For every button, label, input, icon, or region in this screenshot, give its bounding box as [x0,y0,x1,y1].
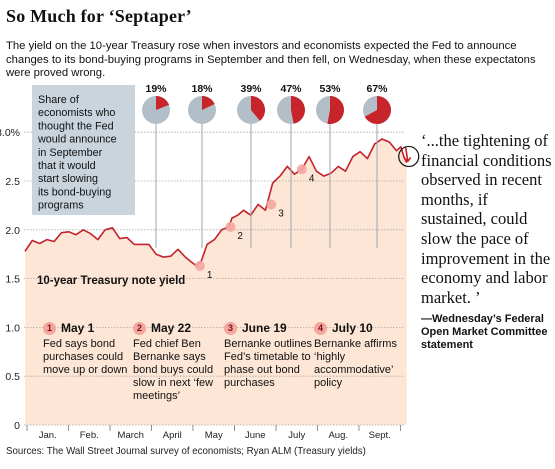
y-tick-label: 1.0 [5,322,20,334]
pie-label: 53% [319,83,341,95]
pie-label: 47% [280,83,302,95]
pie-slice [291,96,305,124]
y-tick-label: 2.0 [5,225,20,237]
event-marker-num: 3 [278,208,284,219]
yield-area [25,139,407,425]
x-tick-label: April [163,430,182,441]
event-4: 4 July 10 Bernanke affirms ‘highly accomm… [314,322,406,390]
pie-slice [364,96,392,124]
chart-subtitle: The yield on the 10-year Treasury rose w… [6,40,536,80]
event-4-text: Bernanke affirms ‘highly accommodative’ … [314,338,397,389]
event-1-date: May 1 [61,321,95,335]
event-4-badge: 4 [314,322,327,335]
y-tick-label: 0 [14,420,20,432]
x-tick-label: Aug. [328,430,348,441]
share-callout-line: in September [38,147,103,159]
event-marker [266,199,277,210]
chart-title: So Much for ‘Septaper’ [6,6,192,26]
share-callout-line: economists who [38,107,115,119]
fomc-quote: ‘...the tightening of financial conditio… [421,131,552,307]
drop-arrow [403,147,412,163]
y-tick-label: 1.5 [5,274,20,286]
event-1-badge: 1 [43,322,56,335]
event-3: 3 June 19 Bernanke outlines Fed’s timetab… [224,322,316,390]
share-callout-box [32,85,135,215]
share-callout-line: that it would [38,160,96,172]
share-callout-line: programs [38,200,84,212]
share-callout-line: would announce [37,134,117,146]
pie-slice [156,96,170,110]
event-2-text: Fed chief Ben Bernanke says bond buys co… [133,338,214,402]
y-tick-label: 2.5 [5,176,20,188]
event-3-badge: 3 [224,322,237,335]
x-tick-label: June [245,430,266,441]
decision-highlight-circle [398,145,420,168]
event-marker-num: 1 [207,270,213,281]
yield-line [24,138,408,267]
x-tick-label: May [205,430,223,441]
pie-label: 19% [145,83,167,95]
pie-label: 67% [366,83,388,95]
quote-attribution: —Wednesday’s Federal Open Market Committ… [421,313,548,351]
event-marker [225,221,236,232]
x-tick-label: July [288,430,305,441]
x-tick-label: Feb. [80,430,99,441]
share-callout-line: thought the Fed [38,120,114,132]
source-note: Sources: The Wall Street Journal survey … [6,446,366,457]
event-marker-num: 4 [309,173,315,184]
y-tick-label: 0.5 [5,371,20,383]
share-callout-line: start slowing [38,173,98,185]
pie-slice [327,95,345,124]
pie-slice [202,95,215,110]
event-3-text: Bernanke outlines Fed’s timetable to pha… [224,338,313,389]
pie-label: 18% [191,83,213,95]
event-marker [296,164,307,175]
y-tick-label: 3.0% [0,127,20,139]
pie-label: 39% [240,83,262,95]
event-3-date: June 19 [242,321,287,335]
pie-slice [251,96,265,121]
event-1-text: Fed says bond purchases could move up or… [43,338,128,376]
event-2: 2 May 22 Fed chief Ben Bernanke says bond… [133,322,225,403]
event-2-badge: 2 [133,322,146,335]
event-marker [194,260,205,271]
event-4-date: July 10 [332,321,373,335]
series-label: 10-year Treasury note yield [37,275,185,287]
share-callout-line: its bond-buying [38,186,111,198]
event-1: 1 May 1 Fed says bond purchases could mov… [43,322,135,377]
share-callout-line: Share of [38,94,80,106]
x-tick-label: Jan. [39,430,57,441]
event-2-date: May 22 [151,321,192,335]
event-marker-num: 2 [237,231,243,242]
x-tick-label: Sept. [369,430,391,441]
x-tick-label: March [118,430,144,441]
